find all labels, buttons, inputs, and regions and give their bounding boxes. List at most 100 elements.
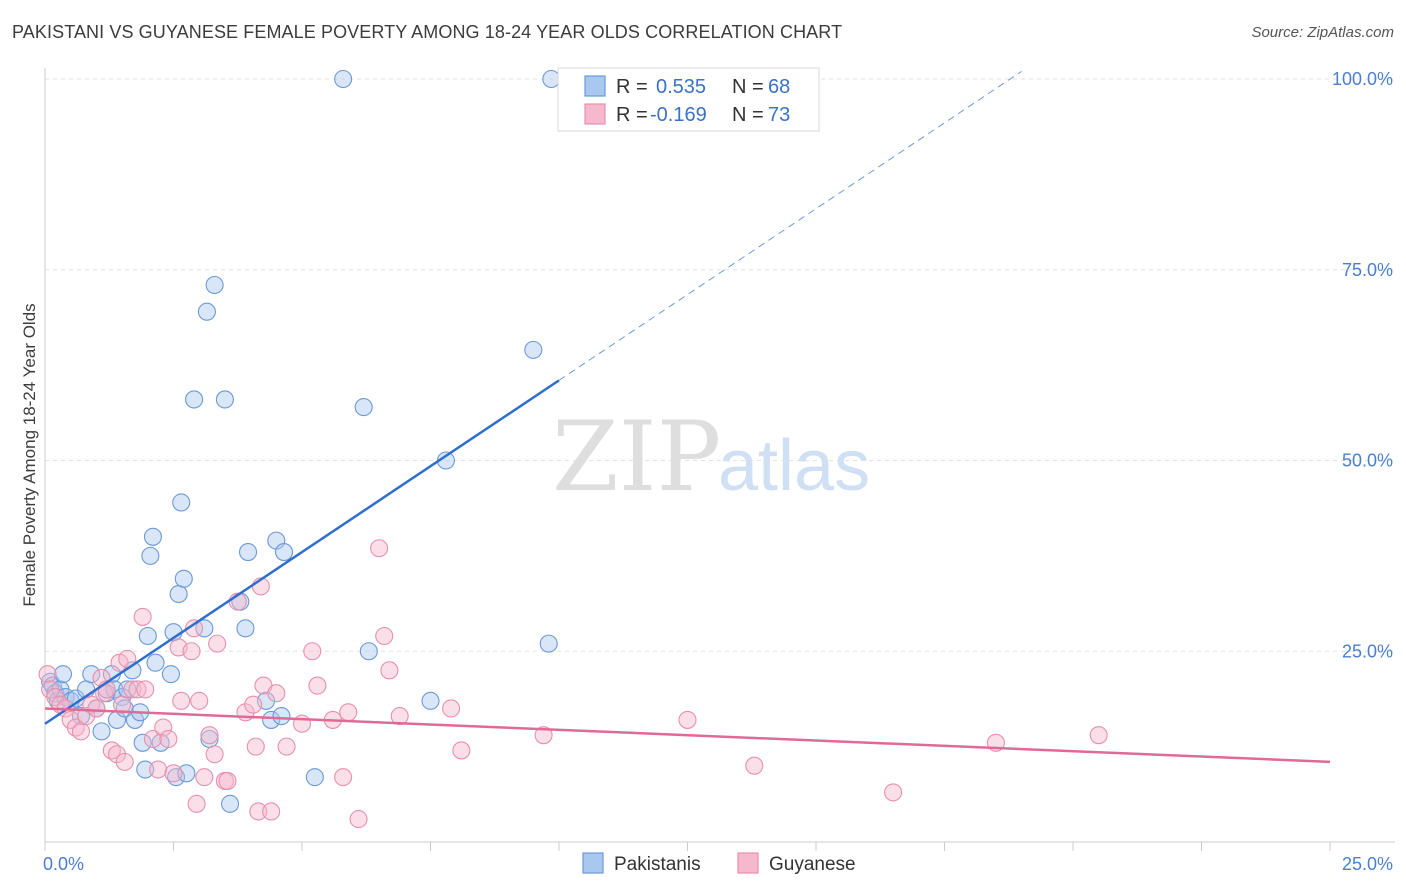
point-pakistanis <box>177 764 196 783</box>
y-axis-label: Female Poverty Among 18-24 Year Olds <box>20 303 39 606</box>
stats-legend-n-value: 73 <box>768 104 790 126</box>
chart-title: PAKISTANI VS GUYANESE FEMALE POVERTY AMO… <box>12 22 843 42</box>
point-guyanese <box>182 642 201 661</box>
point-guyanese <box>745 756 764 775</box>
point-guyanese <box>128 680 147 699</box>
point-guyanese <box>123 680 142 699</box>
stats-legend-n-label: N = <box>732 76 764 98</box>
stats-legend-n-value: 68 <box>768 76 790 98</box>
point-pakistanis <box>82 665 101 684</box>
point-pakistanis <box>238 543 258 562</box>
point-pakistanis <box>421 691 440 710</box>
point-guyanese <box>190 691 209 710</box>
point-guyanese <box>113 695 132 714</box>
point-guyanese <box>375 626 394 646</box>
point-guyanese <box>308 676 327 695</box>
point-pakistanis <box>305 768 324 787</box>
point-guyanese <box>380 661 399 680</box>
point-guyanese <box>187 794 206 813</box>
point-guyanese <box>115 752 134 771</box>
point-guyanese <box>678 710 697 729</box>
stats-legend-r-value: 0.535 <box>656 76 706 98</box>
point-guyanese <box>249 802 268 821</box>
axes <box>44 68 1395 851</box>
data-points <box>38 69 1108 829</box>
x-tick-label: 0.0% <box>43 854 84 874</box>
point-guyanese <box>143 729 162 749</box>
point-guyanese <box>77 707 96 726</box>
point-guyanese <box>1089 726 1108 745</box>
point-guyanese <box>71 722 91 741</box>
point-guyanese <box>267 684 286 703</box>
watermark-atlas: atlas <box>718 426 870 506</box>
x-tick-label: 25.0% <box>1342 854 1393 874</box>
point-pakistanis <box>220 794 240 813</box>
point-guyanese <box>154 718 173 737</box>
stats-legend-r-label: R = <box>616 76 648 98</box>
point-pakistanis <box>354 398 373 417</box>
point-pakistanis <box>359 642 378 661</box>
point-pakistanis <box>71 707 91 726</box>
point-guyanese <box>172 691 191 710</box>
grid-lines <box>45 78 1395 652</box>
stats-legend-swatch-pakistanis <box>584 75 606 97</box>
point-pakistanis <box>539 634 558 653</box>
point-pakistanis <box>133 733 152 752</box>
point-guyanese <box>442 699 461 718</box>
point-pakistanis <box>236 619 255 638</box>
watermark: ZIP atlas <box>552 401 870 513</box>
legend-swatch-guyanese <box>737 852 759 874</box>
point-guyanese <box>149 760 168 779</box>
point-pakistanis <box>195 619 214 638</box>
point-pakistanis <box>146 653 165 672</box>
point-guyanese <box>262 802 281 821</box>
trend-lines <box>44 70 1331 764</box>
y-tick-label: 25.0% <box>1342 641 1393 661</box>
stats-legend-r-value: -0.169 <box>650 104 707 126</box>
point-guyanese <box>339 703 358 722</box>
point-pakistanis <box>105 680 124 699</box>
point-pakistanis <box>272 707 291 726</box>
point-pakistanis <box>92 722 111 741</box>
watermark-zip: ZIP <box>552 401 721 513</box>
point-guyanese <box>107 745 127 764</box>
point-pakistanis <box>174 569 193 588</box>
chart-source: Source: ZipAtlas.com <box>1251 24 1394 41</box>
point-guyanese <box>208 634 227 653</box>
y-tick-label: 100.0% <box>1332 69 1393 89</box>
point-guyanese <box>159 729 178 749</box>
stats-legend: R = 0.535 N = 68 R = -0.169 N = 73 <box>557 67 820 132</box>
point-guyanese <box>200 726 219 745</box>
point-guyanese <box>277 737 296 756</box>
point-pakistanis <box>215 390 234 409</box>
point-pakistanis <box>262 710 281 729</box>
series-legend: Pakistanis Guyanese <box>582 852 856 875</box>
point-pakistanis <box>334 69 353 89</box>
point-guyanese <box>136 680 155 699</box>
trend-line-pakistanis-extension <box>558 70 1022 381</box>
trend-line-guyanese <box>44 707 1331 764</box>
point-pakistanis <box>169 584 188 604</box>
point-pakistanis <box>185 390 204 409</box>
legend-label-guyanese: Guyanese <box>769 854 856 875</box>
point-guyanese <box>349 810 368 829</box>
y-tick-label: 75.0% <box>1342 260 1393 280</box>
point-guyanese <box>303 642 322 661</box>
point-pakistanis <box>136 760 155 779</box>
point-pakistanis <box>172 493 191 512</box>
point-guyanese <box>884 783 903 802</box>
point-guyanese <box>164 764 183 783</box>
tick-labels: 25.0% 50.0% 75.0% 100.0% 0.0% 25.0% <box>43 69 1393 874</box>
point-guyanese <box>205 745 224 764</box>
point-guyanese <box>370 539 389 558</box>
point-guyanese <box>38 665 57 684</box>
point-pakistanis <box>53 665 73 684</box>
point-guyanese <box>334 768 353 787</box>
point-guyanese <box>452 741 471 760</box>
point-pakistanis <box>542 69 561 89</box>
point-guyanese <box>218 771 237 791</box>
point-guyanese <box>244 695 263 714</box>
point-guyanese <box>87 699 106 718</box>
legend-label-pakistanis: Pakistanis <box>614 854 701 875</box>
